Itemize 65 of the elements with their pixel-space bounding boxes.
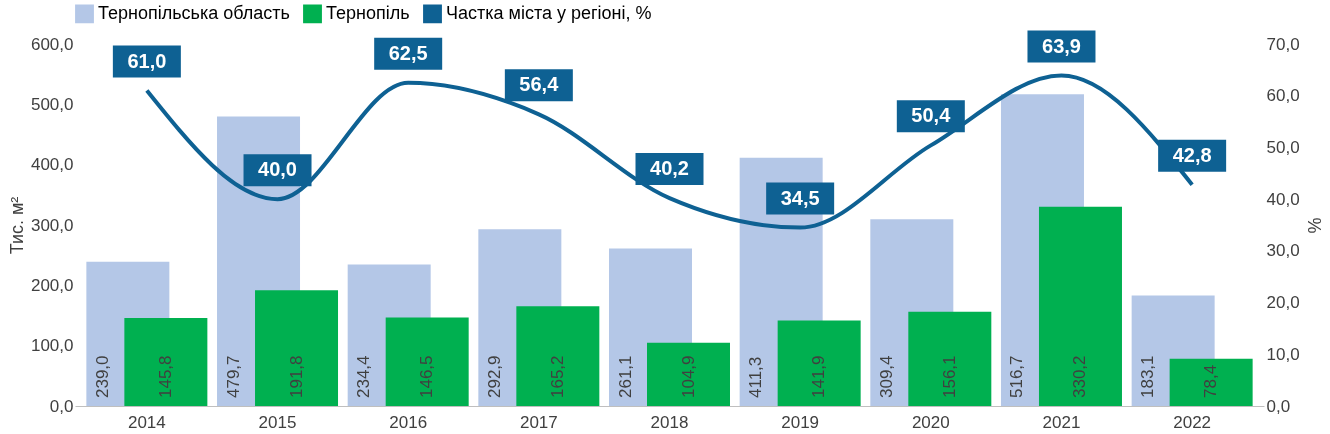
y2-axis-title: % xyxy=(1303,217,1324,234)
x-tick-label: 2021 xyxy=(1042,412,1081,432)
y-tick-label: 200,0 xyxy=(30,275,74,295)
data-label: 292,9 xyxy=(484,355,504,398)
data-label: 239,0 xyxy=(92,355,112,398)
y-tick-label: 0,0 xyxy=(49,396,74,416)
data-label: 141,9 xyxy=(809,355,829,398)
data-label: 40,2 xyxy=(650,157,689,180)
data-label: 61,0 xyxy=(127,49,167,72)
x-tick-label: 2014 xyxy=(127,412,166,432)
bar xyxy=(777,320,861,406)
data-label: 50,4 xyxy=(911,104,952,127)
data-label: 63,9 xyxy=(1042,34,1081,57)
x-tick-label: 2018 xyxy=(650,412,689,432)
data-label: 411,3 xyxy=(746,356,766,398)
y-tick-label: 400,0 xyxy=(30,155,74,175)
x-tick-label: 2020 xyxy=(911,412,950,432)
data-label: 146,5 xyxy=(417,355,437,398)
bar xyxy=(255,290,339,406)
legend-label: Тернопіль xyxy=(326,2,410,23)
y-tick-label: 600,0 xyxy=(30,34,74,54)
data-label: 62,5 xyxy=(388,41,428,64)
y2-tick-label: 60,0 xyxy=(1266,86,1300,106)
bar xyxy=(1169,358,1253,406)
x-tick-label: 2015 xyxy=(258,412,297,432)
y2-tick-label: 20,0 xyxy=(1266,293,1300,313)
x-tick-label: 2022 xyxy=(1173,412,1212,432)
x-tick-label: 2017 xyxy=(519,412,558,432)
data-label: 309,4 xyxy=(876,355,896,398)
y-tick-label: 500,0 xyxy=(30,94,74,114)
legend-label: Частка міста у регіоні, % xyxy=(446,2,652,23)
data-label: 40,0 xyxy=(258,158,297,181)
y-tick-label: 100,0 xyxy=(30,336,74,356)
data-label: 56,4 xyxy=(519,73,560,96)
data-label: 261,1 xyxy=(615,355,635,398)
data-label: 183,1 xyxy=(1138,355,1158,398)
bar xyxy=(908,311,992,406)
y-tick-label: 300,0 xyxy=(30,215,74,235)
bar xyxy=(1038,206,1122,406)
data-label: 234,4 xyxy=(354,355,374,398)
data-label: 191,8 xyxy=(286,355,306,398)
y2-tick-label: 70,0 xyxy=(1266,34,1300,54)
data-label: 145,8 xyxy=(155,355,175,398)
x-tick-label: 2016 xyxy=(389,412,428,432)
bar xyxy=(647,342,730,406)
data-label: 330,2 xyxy=(1070,355,1090,398)
y2-tick-label: 40,0 xyxy=(1266,189,1300,209)
data-label: 165,2 xyxy=(547,355,567,398)
bar xyxy=(385,317,469,406)
data-label: 42,8 xyxy=(1172,143,1212,166)
y-axis-title: Тис. м² xyxy=(6,196,27,255)
y2-tick-label: 30,0 xyxy=(1266,241,1300,261)
data-label: 516,7 xyxy=(1007,355,1027,398)
y2-tick-label: 0,0 xyxy=(1266,396,1291,416)
bar xyxy=(124,318,208,406)
legend-label: Тернопільська область xyxy=(98,2,290,23)
data-label: 34,5 xyxy=(780,186,820,209)
x-tick-label: 2019 xyxy=(781,412,820,432)
bar xyxy=(516,306,600,406)
data-label: 156,1 xyxy=(939,355,959,398)
y2-tick-label: 10,0 xyxy=(1266,344,1300,364)
data-label: 104,9 xyxy=(678,355,698,398)
y2-tick-label: 50,0 xyxy=(1266,137,1300,157)
data-label: 78,4 xyxy=(1201,364,1221,398)
data-label: 479,7 xyxy=(223,355,243,398)
